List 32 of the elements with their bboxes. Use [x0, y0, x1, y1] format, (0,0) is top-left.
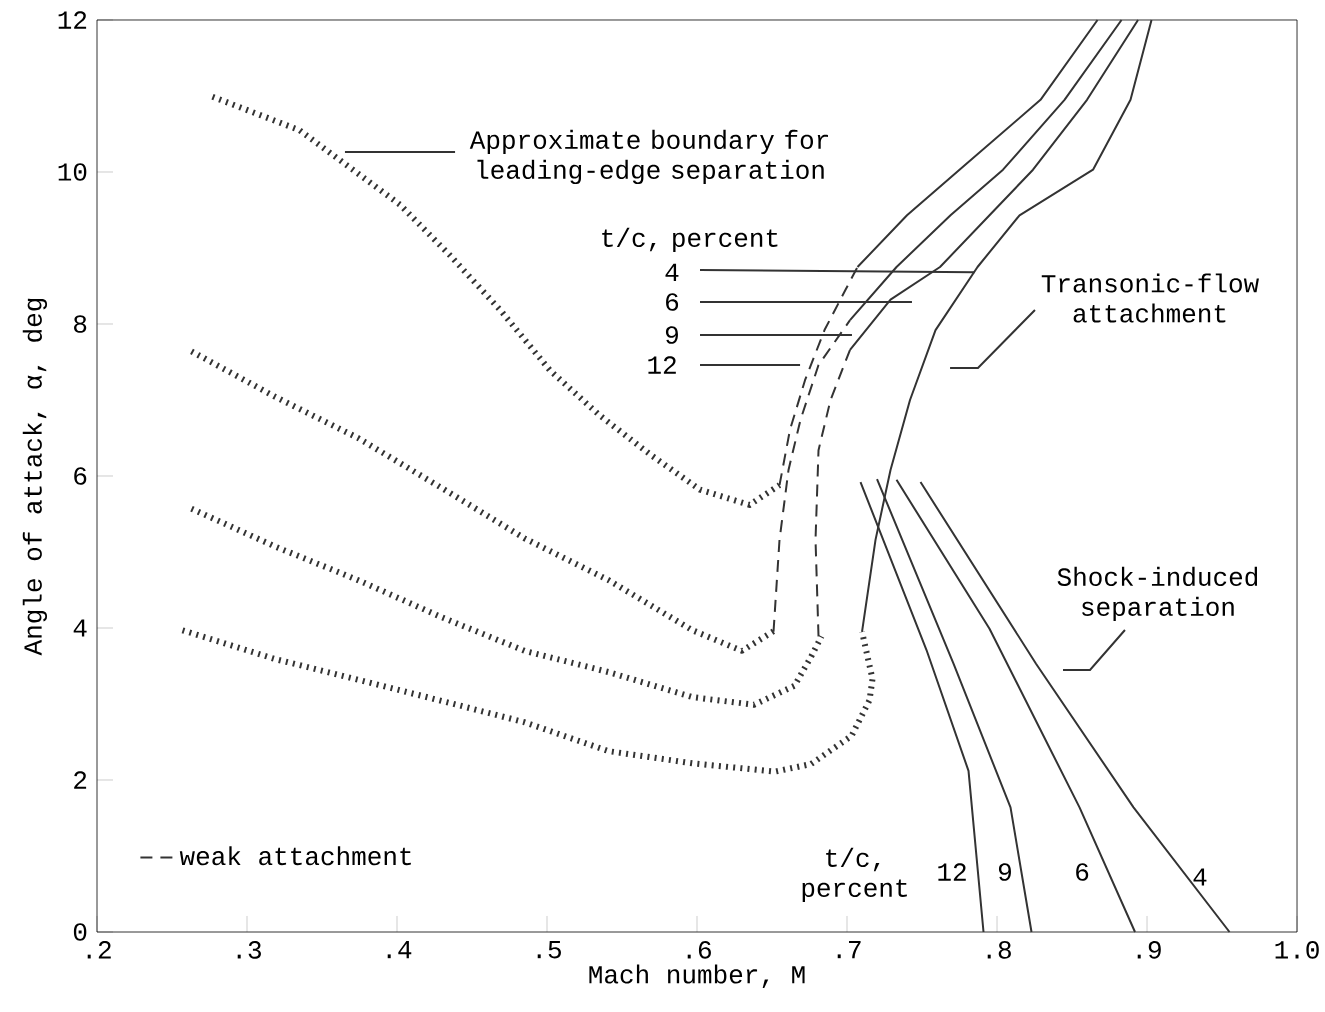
y-tick-label: 8: [74, 315, 87, 333]
annotation: 9: [665, 326, 678, 344]
annotation: Approximate boundary for leading-edge separation: [469, 129, 828, 185]
annotation: 6: [666, 293, 679, 311]
x-tick-label: .4: [387, 941, 412, 959]
x-axis-title: Mach number, M: [589, 964, 805, 988]
annotation: 9: [998, 863, 1011, 881]
y-tick-label: 10: [58, 163, 87, 181]
x-tick-label: .2: [87, 941, 111, 959]
y-axis-title: Angle of attack, α, deg: [22, 298, 48, 656]
y-tick-label: 12: [58, 11, 87, 29]
annotation: 6: [1076, 863, 1089, 881]
x-tick-label: .6: [687, 941, 711, 959]
x-tick-label: 1.0: [1275, 941, 1319, 959]
annotation: t/c, percent: [802, 847, 907, 903]
x-tick-label: .5: [537, 941, 561, 959]
x-tick-label: .3: [237, 941, 261, 959]
annotation: 12: [938, 863, 966, 881]
x-tick-label: .7: [837, 941, 861, 959]
legend-label: weak attachment: [179, 846, 411, 866]
x-tick-label: .9: [1137, 941, 1161, 959]
y-tick-label: 4: [73, 619, 87, 637]
annotation: t/c, percent: [602, 227, 778, 253]
annotation: Shock-induced separation: [1057, 566, 1258, 622]
y-tick-label: 6: [74, 467, 87, 485]
annotation: 12: [648, 356, 676, 374]
y-tick-label: 2: [74, 771, 87, 789]
annotation: 4: [665, 263, 679, 281]
y-tick-label: 0: [73, 923, 87, 941]
annotation: Transonic-flow attachment: [1041, 273, 1259, 323]
annotation: 4: [1193, 868, 1207, 886]
x-tick-label: .8: [987, 941, 1011, 959]
